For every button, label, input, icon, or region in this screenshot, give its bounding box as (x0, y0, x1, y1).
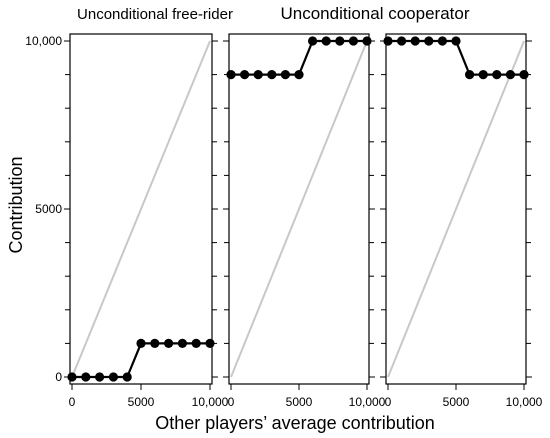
panel-3-data-point (383, 36, 393, 46)
panel-2-data-point (280, 70, 290, 80)
x-axis-title: Other players’ average contribution (155, 413, 434, 433)
panel-3-x-tick-label: 5000 (443, 395, 470, 409)
panel-2-data-point (348, 36, 358, 46)
y-axis-title: Contribution (6, 156, 26, 253)
panel-3-data-point (437, 36, 447, 46)
shared-panel-title: Unconditional cooperator (280, 4, 469, 23)
panel-3-data-point (505, 70, 515, 80)
y-tick-label: 0 (55, 370, 62, 384)
panel-1-data-point (191, 338, 201, 348)
panel-2-x-tick-label: 5000 (286, 395, 313, 409)
panel-2-data-point (253, 70, 263, 80)
panel-3-x-tick-label: 0 (385, 395, 392, 409)
panel-2-data-point (362, 36, 372, 46)
panel-1-title: Unconditional free-rider (77, 6, 233, 23)
panel-2-data-point (294, 70, 304, 80)
panel-1-data-point (205, 338, 215, 348)
y-tick-label: 10,000 (25, 34, 62, 48)
panel-1-data-point (81, 372, 91, 382)
panel-2-series-line (231, 39, 367, 76)
panel-2-data-point (267, 70, 277, 80)
panel-3-data-point (397, 36, 407, 46)
panel-2-data-point (321, 36, 331, 46)
panel-1-x-tick-label: 10,000 (192, 395, 229, 409)
panel-3-data-point (410, 36, 420, 46)
panel-1-data-point (136, 338, 146, 348)
panel-1-data-point (150, 338, 160, 348)
panel-2-data-point (240, 70, 250, 80)
panel-3-x-tick-label: 10,000 (506, 395, 543, 409)
panel-1-data-point (177, 338, 187, 348)
panel-3-data-point (519, 70, 529, 80)
panel-1-data-point (108, 372, 118, 382)
panel-3-series-line (388, 39, 524, 76)
panel-3-data-point (451, 36, 461, 46)
panel-3-data-point (478, 70, 488, 80)
panel-2-data-point (308, 36, 318, 46)
panel-2-x-tick-label: 10,000 (349, 395, 386, 409)
panel-2-reference-line (230, 40, 368, 378)
panel-1-x-tick-label: 0 (69, 395, 76, 409)
panel-1-data-point (164, 338, 174, 348)
panel-1-reference-line (71, 40, 211, 378)
panel-2-data-point (226, 70, 236, 80)
panel-3-data-point (424, 36, 434, 46)
panel-3-reference-line (387, 40, 525, 378)
panel-3-data-point (465, 70, 475, 80)
panel-1-data-point (122, 372, 132, 382)
panel-2-x-tick-label: 0 (228, 395, 235, 409)
panel-1-data-point (67, 372, 77, 382)
panel-1-data-point (95, 372, 105, 382)
panel-2-data-point (335, 36, 345, 46)
panel-3-data-point (492, 70, 502, 80)
panel-1-x-tick-label: 5000 (128, 395, 155, 409)
y-tick-label: 5000 (35, 202, 62, 216)
panel-1-series-line (72, 342, 210, 379)
